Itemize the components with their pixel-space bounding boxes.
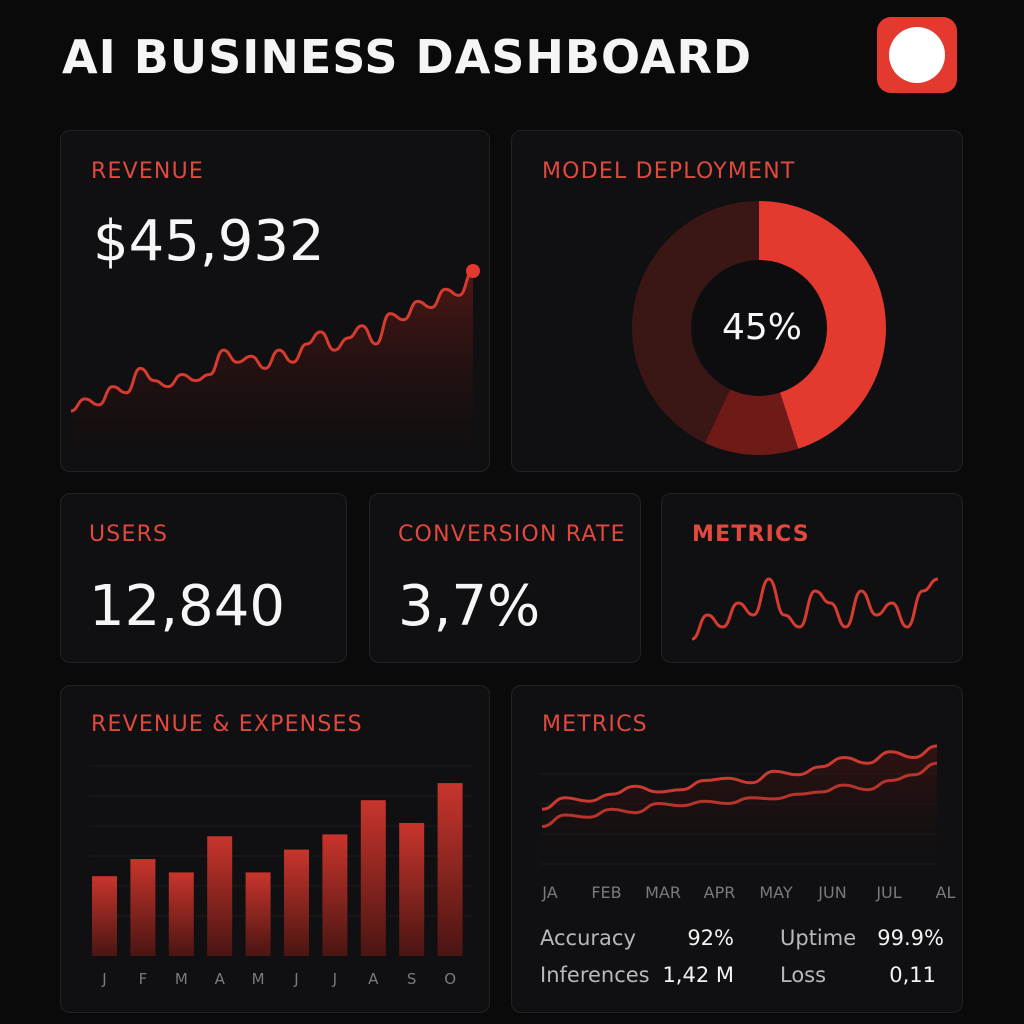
donut-segment-remaining: [632, 201, 759, 443]
series-a-area: [542, 746, 937, 866]
line-tick-label: FEB: [591, 883, 621, 902]
bar-j-0: [92, 876, 117, 956]
metrics-chart-label: METRICS: [542, 712, 648, 737]
record-icon[interactable]: [877, 17, 957, 93]
bar-s-8: [399, 823, 425, 956]
users-value: 12,840: [89, 574, 285, 639]
users-label: USERS: [89, 522, 169, 547]
bar-a-3: [207, 836, 233, 956]
bar-tick-label: M: [175, 970, 188, 988]
bar-tick-label: O: [444, 970, 456, 988]
deployment-label: MODEL DEPLOYMENT: [542, 159, 796, 184]
revenue-card[interactable]: REVENUE $45,932: [60, 130, 490, 472]
metrics-line-chart: JA FEB MAR APR MAY JUN JUL AL: [540, 744, 956, 902]
stat-loss-label: Loss: [780, 963, 827, 987]
line-tick-label: APR: [704, 883, 736, 902]
series-b-line: [541, 761, 938, 828]
stat-inferences-label: Inferences: [540, 963, 650, 987]
metrics-small-line: [691, 577, 939, 641]
stat-inferences-value: 1,42 M: [662, 963, 734, 987]
bar-j-5: [284, 849, 309, 956]
bar-tick-label: J: [101, 970, 106, 988]
revenue-line: [70, 269, 474, 413]
donut-segment-primary: [759, 201, 886, 449]
bar-o-9: [437, 783, 463, 956]
series-a-line: [541, 744, 938, 811]
conversion-card[interactable]: CONVERSION RATE 3,7%: [369, 493, 641, 663]
donut-hole: [692, 261, 826, 395]
metrics-small-card[interactable]: METRICS: [661, 493, 963, 663]
revenue-end-dot: [466, 264, 480, 278]
stat-uptime-label: Uptime: [780, 926, 857, 950]
line-tick-label: JUN: [817, 883, 846, 902]
line-tick-label: JUL: [875, 883, 901, 902]
bar-tick-label: J: [332, 970, 337, 988]
metrics-chart-card[interactable]: METRICS JA FEB MAR APR MAY JUN JUL AL Accuracy …: [511, 685, 963, 1013]
bar-tick-label: F: [139, 970, 148, 988]
metrics-small-sparkline: [691, 577, 939, 641]
users-card[interactable]: USERS 12,840: [60, 493, 347, 663]
line-tick-label: AL: [936, 883, 956, 902]
line-tick-label: MAY: [759, 883, 793, 902]
revenue-value: $45,932: [93, 209, 325, 274]
page-title: AI BUSINESS DASHBOARD: [62, 30, 753, 84]
deployment-donut-chart: [632, 201, 886, 455]
bar-j-6: [322, 834, 348, 956]
stat-uptime-value: 99.9%: [877, 926, 944, 950]
bar-tick-label: A: [368, 970, 379, 988]
bar-tick-label: A: [215, 970, 226, 988]
record-dot: [889, 27, 945, 83]
line-tick-label: JA: [541, 883, 557, 902]
deployment-percent: 45%: [721, 307, 802, 348]
metrics-small-label: METRICS: [692, 522, 810, 547]
bar-f-1: [130, 859, 156, 956]
line-tick-label: MAR: [645, 883, 681, 902]
revenue-sparkline: [70, 264, 480, 451]
bar-tick-label: J: [293, 970, 298, 988]
stat-accuracy-value: 92%: [687, 926, 734, 950]
revenue-label: REVENUE: [91, 159, 204, 184]
bar-a-7: [360, 800, 386, 956]
bar-tick-label: S: [407, 970, 417, 988]
revenue-expenses-label: REVENUE & EXPENSES: [91, 712, 363, 737]
stat-loss-value: 0,11: [889, 963, 936, 987]
donut-segment-secondary: [704, 389, 799, 455]
conversion-value: 3,7%: [398, 574, 541, 639]
deployment-card[interactable]: MODEL DEPLOYMENT 45%: [511, 130, 963, 472]
conversion-label: CONVERSION RATE: [398, 522, 626, 547]
bar-tick-label: M: [252, 970, 265, 988]
revenue-expenses-card[interactable]: REVENUE & EXPENSES J F M A M J J A S O: [60, 685, 490, 1013]
stat-accuracy-label: Accuracy: [540, 926, 636, 950]
bar-m-4: [245, 872, 271, 956]
bar-m-2: [168, 872, 194, 956]
